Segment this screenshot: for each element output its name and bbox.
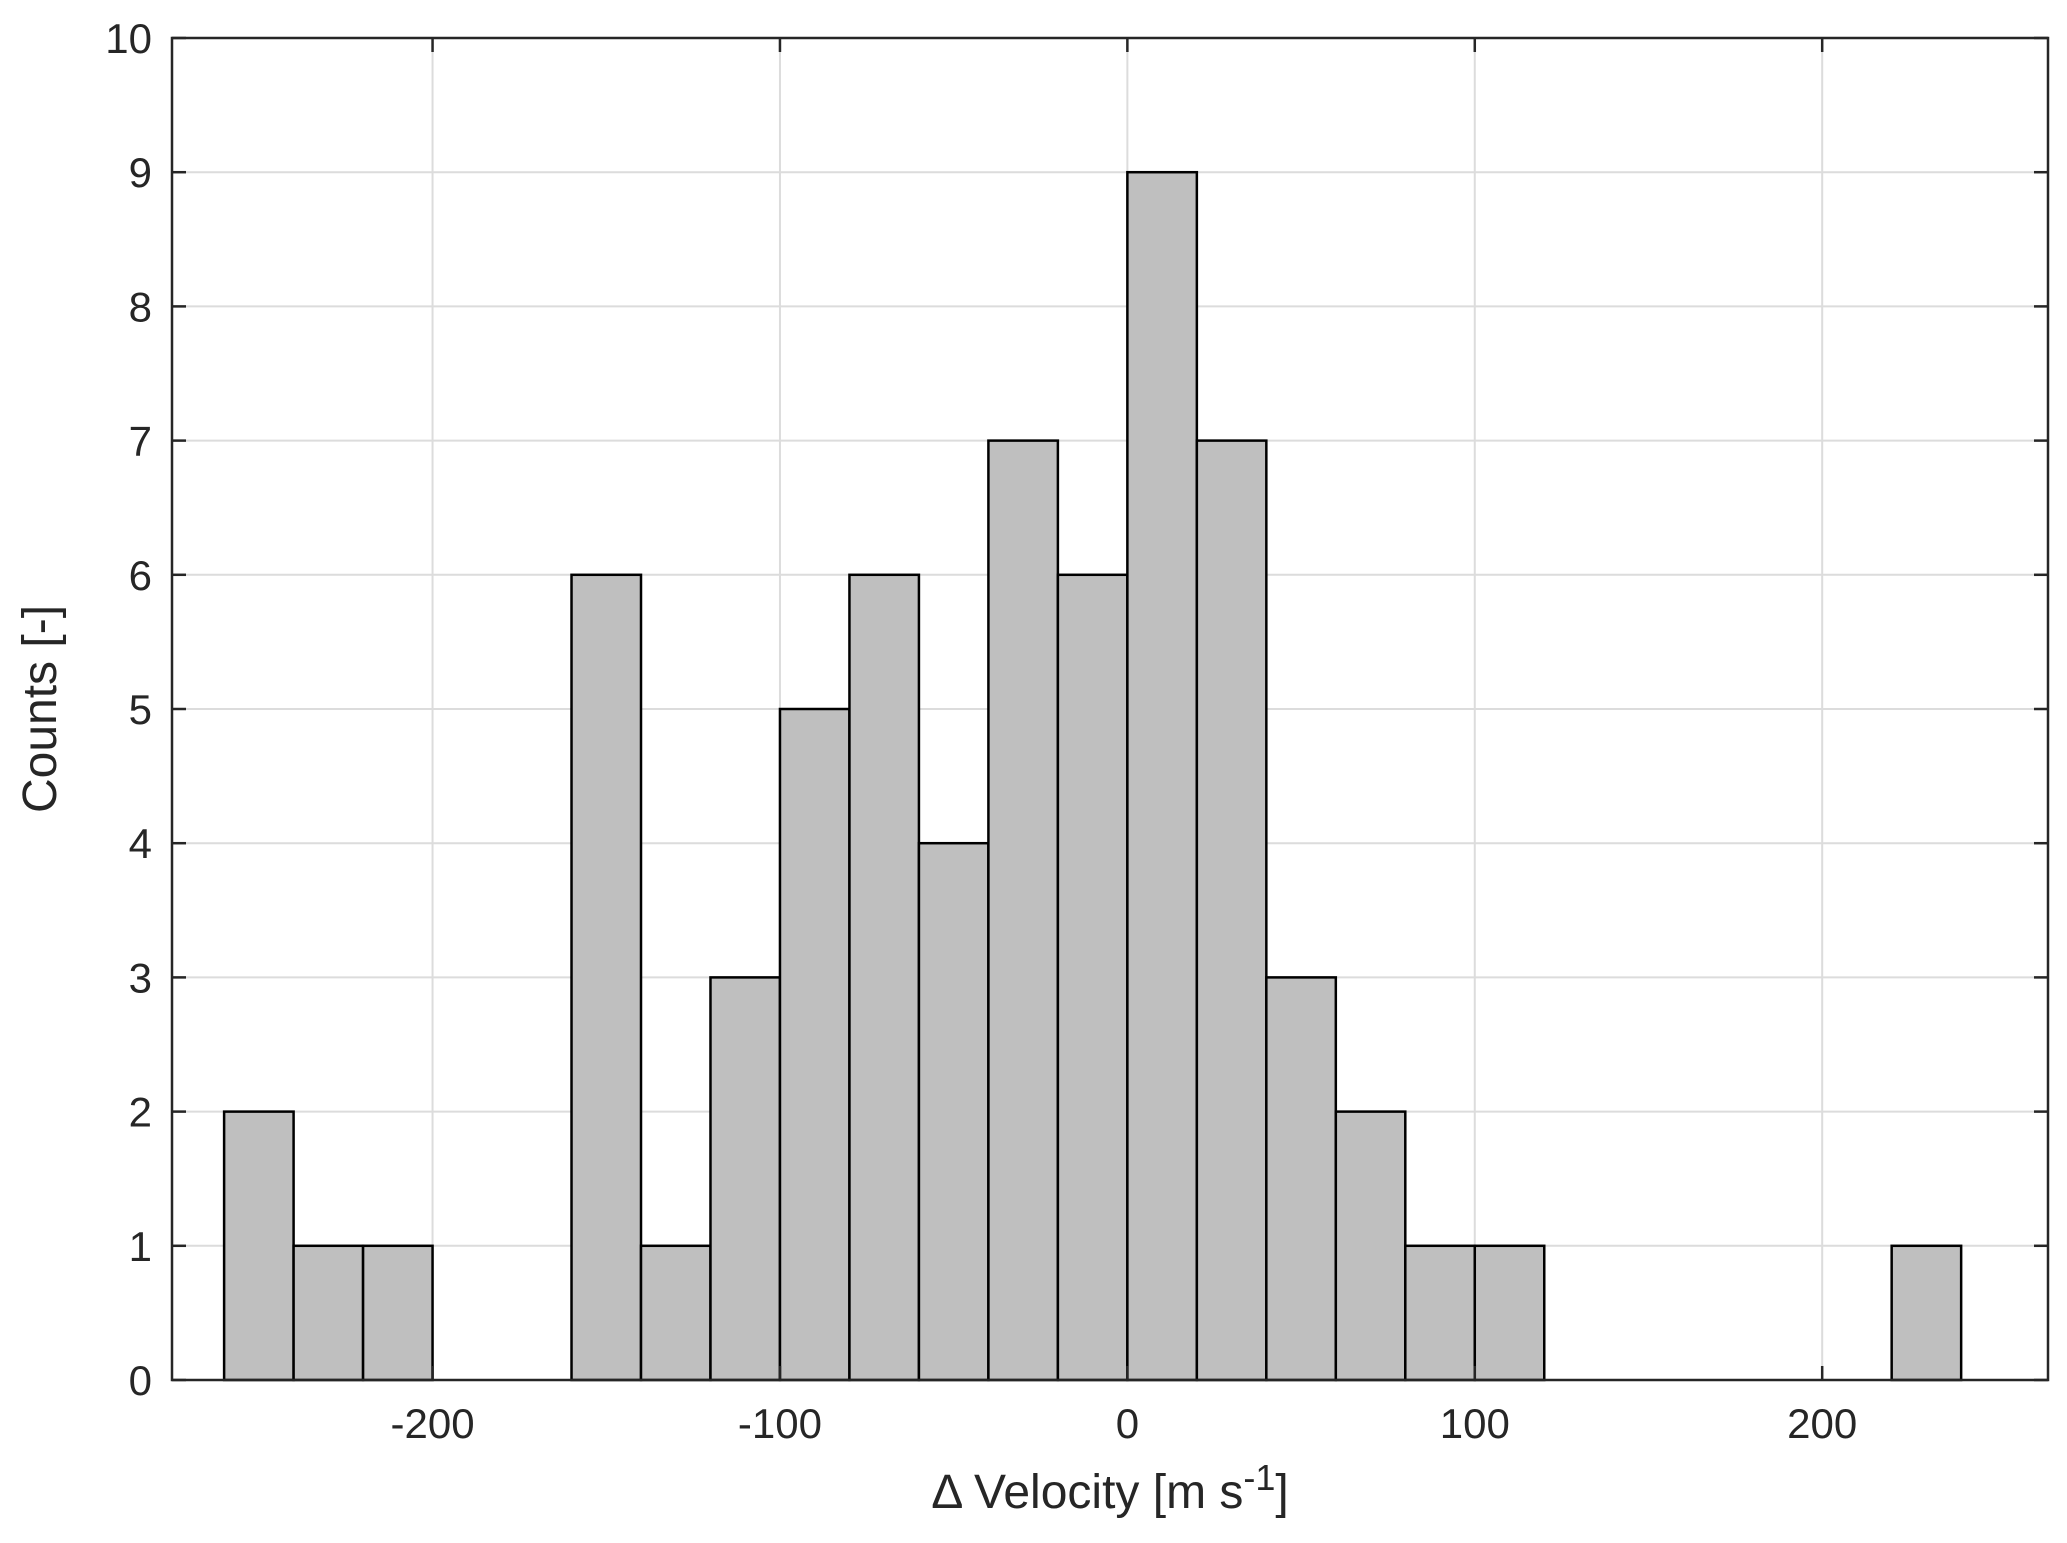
histogram-bar bbox=[709, 976, 782, 1382]
histogram-bar bbox=[1195, 439, 1268, 1382]
histogram-bar bbox=[917, 841, 990, 1382]
y-tick-label: 6 bbox=[129, 552, 152, 599]
histogram-bar bbox=[1265, 976, 1338, 1382]
axes bbox=[170, 36, 2050, 1382]
y-tick-labels: 0 1 2 3 4 5 6 7 8 9 10 bbox=[105, 15, 152, 1404]
y-tick-label: 10 bbox=[105, 15, 152, 62]
x-tick-label: 100 bbox=[1440, 1400, 1510, 1447]
histogram-bar bbox=[1473, 1244, 1546, 1382]
histogram-bar bbox=[778, 707, 851, 1382]
y-tick-label: 5 bbox=[129, 686, 152, 733]
x-tick-label: 200 bbox=[1787, 1400, 1857, 1447]
histogram-bar bbox=[1890, 1244, 1963, 1382]
histogram-bars bbox=[222, 170, 1963, 1382]
y-tick-label: 1 bbox=[129, 1223, 152, 1270]
histogram-bar bbox=[292, 1244, 365, 1382]
histogram-bar bbox=[1126, 170, 1199, 1382]
histogram-bar bbox=[1334, 1110, 1407, 1382]
y-tick-label: 2 bbox=[129, 1089, 152, 1136]
x-axis-label: Δ Velocity [m s-1] bbox=[931, 1457, 1289, 1519]
histogram-bar bbox=[361, 1244, 434, 1382]
x-tick-labels: -200 -100 0 100 200 bbox=[391, 1400, 1858, 1447]
y-tick-label: 8 bbox=[129, 283, 152, 330]
x-tick-label: 0 bbox=[1116, 1400, 1139, 1447]
y-axis-label: Counts [-] bbox=[14, 605, 67, 813]
histogram-bar bbox=[222, 1110, 295, 1382]
y-tick-label: 4 bbox=[129, 820, 152, 867]
y-tick-label: 3 bbox=[129, 954, 152, 1001]
histogram-bar bbox=[1404, 1244, 1477, 1382]
histogram-bar bbox=[987, 439, 1060, 1382]
x-axis-label-main: Δ Velocity [m s bbox=[931, 1466, 1243, 1519]
x-axis-label-suffix: ] bbox=[1275, 1466, 1288, 1519]
histogram-bar bbox=[570, 573, 643, 1382]
y-tick-label: 0 bbox=[129, 1357, 152, 1404]
x-tick-label: -100 bbox=[738, 1400, 822, 1447]
histogram-bar bbox=[639, 1244, 712, 1382]
histogram-bar bbox=[1056, 573, 1129, 1382]
histogram-bar bbox=[848, 573, 921, 1382]
x-axis-label-superscript: -1 bbox=[1243, 1457, 1275, 1498]
y-tick-label: 9 bbox=[129, 149, 152, 196]
y-tick-label: 7 bbox=[129, 418, 152, 465]
x-tick-label: -200 bbox=[391, 1400, 475, 1447]
